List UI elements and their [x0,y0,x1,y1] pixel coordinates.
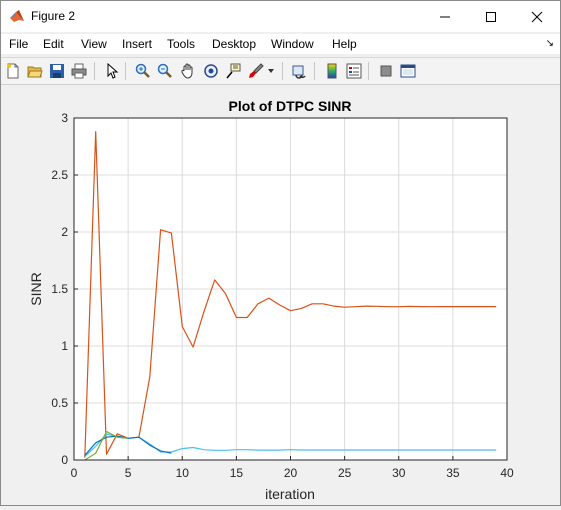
brush-dropdown-button[interactable] [265,61,277,81]
figure-canvas: Plot of DTPC SINR 0 5 10 15 20 25 30 35 40 0 0.5 1… [1,85,560,505]
menu-help[interactable]: Help [332,37,357,51]
menu-view[interactable]: View [81,37,107,51]
hide-plot-tools-button[interactable] [376,61,396,81]
zoom-in-button[interactable] [133,61,153,81]
brush-icon [249,63,264,78]
new-figure-icon [7,63,19,79]
line-chart[interactable]: Plot of DTPC SINR 0 5 10 15 20 25 30 35 40 0 0.5 1… [1,85,560,505]
data-cursor-icon [226,63,241,79]
matlab-logo-icon [10,10,24,22]
dock-arrow-icon[interactable]: ↘ [545,38,554,49]
save-icon [50,64,64,78]
x-axis-label: iteration [265,486,315,502]
zoom-in-icon [135,63,150,78]
zoom-out-icon [157,63,172,78]
data-series [84,131,497,461]
data-cursor-button[interactable] [223,61,243,81]
close-button[interactable] [514,1,560,32]
hide-plot-tools-icon [380,65,392,77]
select-arrow-button[interactable] [102,61,122,81]
y-tick-label: 2.5 [51,168,68,182]
series-line-4 [84,430,129,461]
zoom-out-button[interactable] [155,61,175,81]
brush-button[interactable] [246,61,266,81]
maximize-button[interactable] [468,1,514,32]
show-plot-tools-icon [400,64,416,78]
x-tick-label: 30 [392,466,406,480]
title-bar: Figure 2 [1,1,560,32]
rotate-3d-button[interactable] [201,61,221,81]
x-tick-label: 10 [176,466,190,480]
toolbar-separator [368,62,369,80]
x-tick-label: 35 [446,466,460,480]
brush-dropdown-icon [268,69,274,73]
minimize-icon [440,16,450,17]
window-title: Figure 2 [31,9,76,23]
menu-insert[interactable]: Insert [122,37,153,51]
toolbar-separator [282,62,283,80]
y-tick-label: 0.5 [51,396,68,410]
x-tick-label: 25 [338,466,352,480]
new-figure-button[interactable] [3,61,23,81]
x-tick-label: 15 [230,466,244,480]
y-tick-label: 1 [61,339,68,353]
link-plot-button[interactable] [289,61,309,81]
x-axis-ticks: 0 5 10 15 20 25 30 35 40 [71,456,514,480]
legend-icon [346,63,362,79]
toolbar-separator [94,62,95,80]
pan-hand-icon [181,63,193,79]
open-file-button[interactable] [25,61,45,81]
figure-toolbar [1,57,560,85]
select-arrow-icon [107,63,119,79]
y-axis-label: SINR [28,272,44,305]
menu-tools[interactable]: Tools [167,37,196,51]
colorbar-button[interactable] [322,61,342,81]
menu-bar: File Edit View Insert Tools Desktop Wind… [1,34,560,54]
x-tick-label: 20 [284,466,298,480]
y-tick-label: 3 [61,111,68,125]
menu-edit[interactable]: Edit [43,37,64,51]
maximize-icon [486,11,496,22]
toolbar-separator [125,62,126,80]
close-icon [531,11,543,22]
toolbar-separator [314,62,315,80]
menu-window[interactable]: Window [271,37,314,51]
legend-button[interactable] [344,61,364,81]
x-tick-label: 0 [71,466,78,480]
print-icon [71,63,87,79]
show-plot-tools-button[interactable] [398,61,418,81]
y-axis-ticks: 0 0.5 1 1.5 2 2.5 3 [51,111,78,467]
series-line-3 [84,435,172,456]
y-tick-label: 2 [61,225,68,239]
y-tick-label: 1.5 [51,282,68,296]
chart-title: Plot of DTPC SINR [229,98,352,114]
pan-button[interactable] [178,61,198,81]
print-button[interactable] [69,61,89,81]
x-tick-label: 5 [125,466,132,480]
open-file-icon [27,66,43,78]
menu-desktop[interactable]: Desktop [212,37,257,51]
save-button[interactable] [47,61,67,81]
rotate-3d-icon [204,64,218,78]
link-plot-icon [292,65,306,79]
minimize-button[interactable] [422,1,468,32]
series-line-1 [84,131,497,458]
y-tick-label: 0 [61,453,68,467]
menu-file[interactable]: File [9,37,29,51]
x-tick-label: 40 [500,466,514,480]
colorbar-icon [327,63,337,79]
